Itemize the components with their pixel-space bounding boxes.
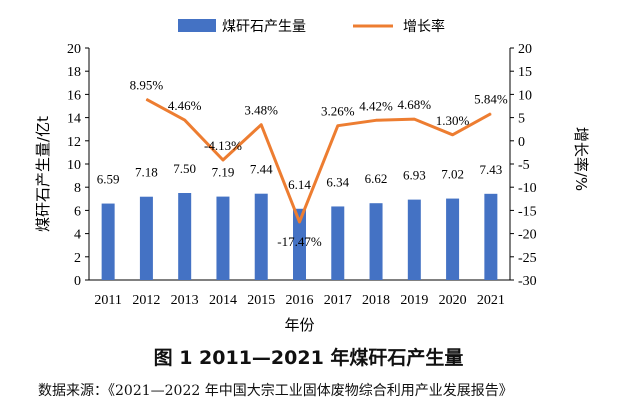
growth-value-label: 3.48% [244,103,278,118]
left-tick-label: 6 [74,204,81,219]
bar-value-label: 7.43 [479,162,502,177]
right-tick-label: -25 [518,251,537,266]
growth-point-2015 [260,124,262,126]
right-tick-label: 10 [518,88,532,103]
bar-2011 [101,203,115,280]
growth-point-2019 [413,118,415,120]
growth-point-2013 [184,119,186,121]
right-tick-label: 15 [518,65,532,80]
left-tick-label: 0 [74,274,81,289]
x-tick-label: 2011 [94,293,121,308]
right-tick-label: -15 [518,204,537,219]
right-tick-label: 20 [518,42,532,57]
bar-value-label: 6.34 [326,174,349,189]
growth-point-2018 [375,119,377,121]
left-tick-label: 18 [67,65,81,80]
left-tick-label: 8 [74,181,81,196]
growth-point-2012 [145,98,147,100]
x-tick-label: 2015 [247,293,275,308]
bar-2020 [446,198,460,280]
growth-value-label: 4.46% [168,98,202,113]
left-tick-label: 14 [67,112,81,127]
bar-2018 [369,203,383,280]
right-tick-label: -5 [518,158,530,173]
legend-swatch-bar [178,19,216,32]
bar-value-label: 7.19 [212,165,235,180]
x-tick-label: 2019 [400,293,428,308]
growth-value-label: 4.68% [398,97,432,112]
x-tick-label: 2021 [477,293,505,308]
right-tick-label: -30 [518,274,537,289]
figure-caption: 图 1 2011—2021 年煤矸石产生量 [153,347,464,369]
y2-axis-title: 增长率/% [572,127,590,191]
bar-2015 [254,193,268,280]
bar-value-label: 6.59 [97,172,120,187]
growth-point-2021 [490,113,492,115]
x-tick-label: 2017 [324,293,352,308]
bar-2014 [216,196,230,280]
growth-value-label: 4.42% [359,98,393,113]
growth-value-label: 1.30% [436,113,470,128]
bar-2012 [139,196,153,280]
bar-value-label: 7.50 [173,161,196,176]
bar-value-label: 6.93 [403,168,426,183]
bar-value-label: 6.62 [365,171,388,186]
right-tick-label: 0 [518,135,525,150]
x-tick-label: 2018 [362,293,390,308]
right-tick-label: 5 [518,112,525,127]
x-tick-label: 2016 [286,293,314,308]
left-tick-label: 4 [74,228,81,243]
legend-label-line: 增长率 [403,18,445,35]
growth-value-label: -17.47% [277,234,322,249]
growth-rate-line [145,97,492,224]
growth-point-2017 [337,125,339,127]
left-tick-label: 16 [67,88,81,103]
bar-2016 [293,208,306,280]
right-tick-label: -10 [518,181,537,196]
bar-2017 [331,206,345,280]
bar-2019 [407,199,421,280]
left-tick-label: 2 [74,251,81,266]
growth-point-2014 [222,159,224,161]
growth-value-label: -4.13% [204,138,242,153]
growth-value-label: 8.95% [130,77,164,92]
y-axis-title: 煤矸石产生量/亿t [34,116,52,232]
bar-value-label: 6.14 [288,177,311,192]
x-tick-label: 2013 [171,293,199,308]
x-tick-label: 2012 [132,293,160,308]
growth-point-2016 [299,221,300,223]
left-tick-label: 10 [67,158,81,173]
chart-svg: 0 2 4 6 8 10 12 14 16 18 20 -30 -25 -20 -15 -10 -5 0 5 10 15… [34,18,590,334]
growth-value-label: 5.84% [474,92,508,107]
growth-point-2020 [452,134,454,136]
x-tick-label: 2014 [209,293,237,308]
bar-2013 [178,193,192,280]
legend-label-bar: 煤矸石产生量 [222,19,306,35]
bar-value-label: 7.18 [135,165,158,180]
x-tick-label: 2020 [439,293,467,308]
x-axis-title: 年份 [284,316,314,334]
bar-value-label: 7.02 [441,167,464,182]
right-tick-label: -20 [518,228,537,243]
left-tick-label: 20 [67,42,81,57]
bar-value-label: 7.44 [250,162,273,177]
bar-2021 [484,193,498,280]
growth-value-label: 3.26% [321,104,355,119]
left-tick-label: 12 [67,135,81,150]
data-source: 数据来源：《2021—2022 年中国大宗工业固体废物综合利用产业发展报告》 [38,383,513,399]
